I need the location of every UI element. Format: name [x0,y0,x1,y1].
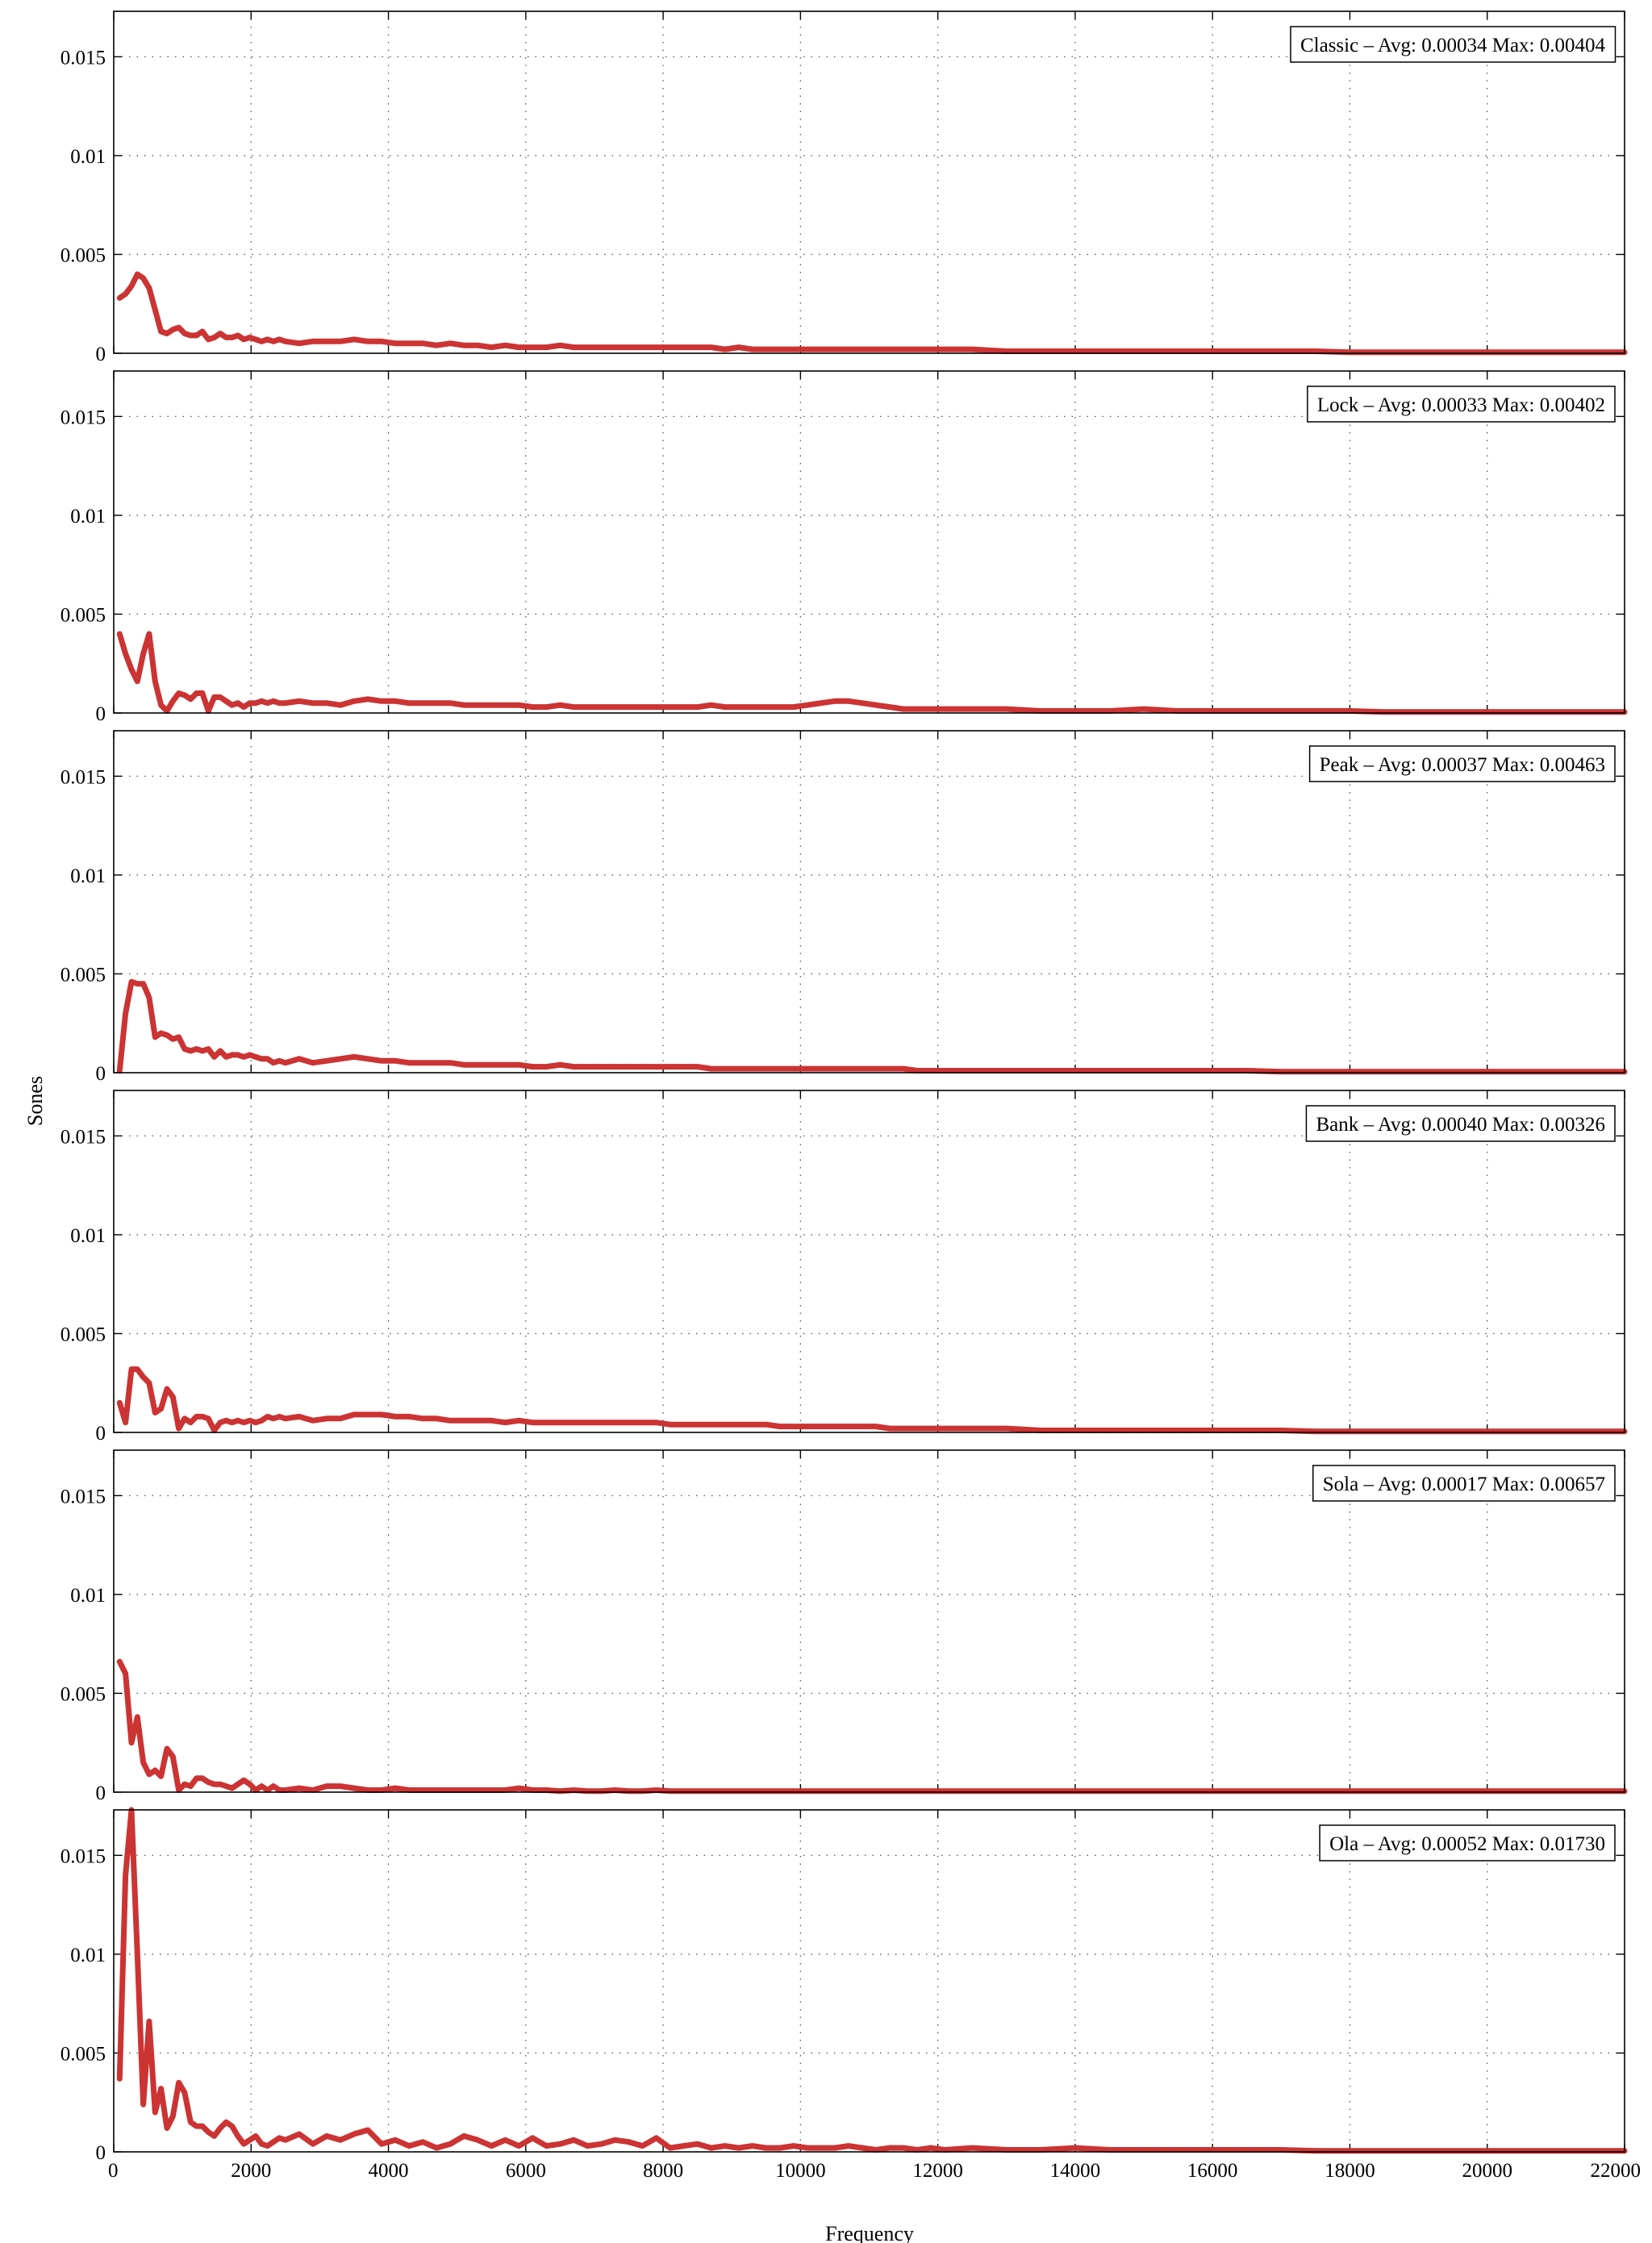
legend-box [1319,1824,1616,1862]
y-tick-label: 0 [96,1063,106,1085]
panel-1: 0 0.005 0.01 0.015 Classic – Avg: 0.00034 Ma… [60,10,1628,365]
y-tick-label: 0.01 [70,1585,106,1607]
legend-box [1305,1105,1616,1142]
plot-frame [113,1090,1625,1433]
y-tick-label: 0.01 [70,146,106,168]
y-tick-label: 0.01 [70,506,106,527]
x-tick-label: 14000 [1050,2160,1101,2182]
legend: Classic – Avg: 0.00034 Max: 0.00404 [1290,26,1617,63]
y-tick-label: 0 [96,1782,106,1804]
y-axis-title: Sones [23,1076,47,1126]
legend-box [1290,26,1617,63]
legend-label: Classic – Avg: 0.00034 Max: 0.00404 [1300,35,1606,56]
y-tick-label: 0.015 [60,1845,106,1867]
legend: Ola – Avg: 0.00052 Max: 0.01730 [1319,1824,1616,1862]
y-tick-label: 0.005 [60,2043,106,2065]
y-tick-label: 0.005 [60,1324,106,1345]
y-tick-label: 0.01 [70,1945,106,1966]
y-tick-label: 0 [96,1423,106,1445]
y-tick-label: 0.015 [60,47,106,69]
y-tick-label: 0.015 [60,1126,106,1148]
plot-frame [113,370,1625,714]
series-line [116,271,1628,356]
x-axis-title: Frequency [825,2222,914,2243]
series-line [116,1807,1628,2154]
panel-2: 0 0.005 0.01 0.015 Lock – Avg: 0.00033 Max: … [60,370,1628,725]
x-tick-label: 4000 [369,2160,409,2182]
plot-frame [113,10,1625,354]
x-tick-label: 6000 [506,2160,546,2182]
plot-frame [113,1449,1625,1793]
plot-frame [113,730,1625,1074]
x-tick-label: 12000 [912,2160,963,2182]
x-tick-label: 16000 [1187,2160,1238,2182]
y-tick-label: 0.01 [70,865,106,887]
y-tick-label: 0.015 [60,406,106,428]
y-tick-label: 0 [96,2142,106,2164]
y-tick-label: 0.015 [60,1486,106,1507]
y-tick-label: 0 [96,703,106,725]
series-line [116,978,1628,1075]
legend-label: Peak – Avg: 0.00037 Max: 0.00463 [1320,754,1605,776]
legend: Sola – Avg: 0.00017 Max: 0.00657 [1312,1465,1616,1502]
x-tick-label: 10000 [775,2160,826,2182]
legend-box [1308,745,1616,782]
x-tick-label: 2000 [231,2160,271,2182]
x-tick-label: 0 [108,2160,119,2182]
panel-4: 0 0.005 0.01 0.015 Bank – Avg: 0.00040 Max: … [60,1090,1628,1445]
x-tick-label: 20000 [1462,2160,1512,2182]
y-tick-label: 0.015 [60,766,106,788]
chart-panels: 0 0.005 0.01 0.015 Classic – Avg: 0.00034 Ma… [60,10,1642,2182]
series-line [116,631,1628,715]
panel-5: 0 0.005 0.01 0.015 Sola – Avg: 0.00017 Max: … [60,1449,1628,1804]
x-tick-label: 18000 [1325,2160,1375,2182]
y-tick-label: 0.005 [60,1683,106,1705]
legend-label: Bank – Avg: 0.00040 Max: 0.00326 [1316,1114,1605,1136]
legend-label: Sola – Avg: 0.00017 Max: 0.00657 [1323,1474,1605,1495]
y-tick-label: 0.005 [60,604,106,626]
plot-frame [113,1809,1625,2153]
legend: Peak – Avg: 0.00037 Max: 0.00463 [1308,745,1616,782]
legend-label: Ola – Avg: 0.00052 Max: 0.01730 [1329,1833,1605,1855]
legend-label: Lock – Avg: 0.00033 Max: 0.00402 [1317,394,1605,416]
y-tick-label: 0.005 [60,964,106,986]
panel-3: 0 0.005 0.01 0.015 Peak – Avg: 0.00037 Max: … [60,730,1628,1085]
x-tick-label: 8000 [643,2160,683,2182]
legend: Lock – Avg: 0.00033 Max: 0.00402 [1307,386,1616,423]
legend-box [1307,386,1616,423]
legend: Bank – Avg: 0.00040 Max: 0.00326 [1305,1105,1616,1142]
y-tick-label: 0.01 [70,1225,106,1247]
legend-box [1312,1465,1616,1502]
series-line [116,1658,1628,1795]
y-tick-label: 0 [96,344,106,365]
series-line [116,1366,1628,1435]
panel-6: 0 0.005 0.01 0.015 0 2000 4000 6000 8000 10000 120… [60,1807,1642,2182]
y-tick-label: 0.005 [60,244,106,266]
x-tick-label: 22000 [1591,2160,1642,2182]
